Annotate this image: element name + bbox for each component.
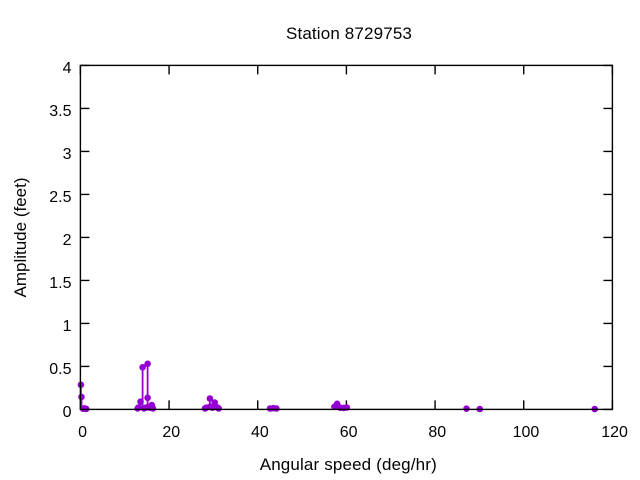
svg-text:120: 120 — [601, 424, 628, 441]
svg-text:2.5: 2.5 — [49, 189, 71, 206]
svg-text:2: 2 — [63, 232, 72, 249]
svg-text:3.5: 3.5 — [49, 103, 71, 120]
svg-text:Station 8729753: Station 8729753 — [286, 24, 412, 43]
svg-text:0: 0 — [78, 424, 87, 441]
svg-text:Amplitude (feet): Amplitude (feet) — [11, 178, 30, 298]
svg-text:80: 80 — [428, 424, 446, 441]
svg-text:3: 3 — [63, 146, 72, 163]
svg-text:0: 0 — [63, 404, 72, 421]
svg-text:0.5: 0.5 — [49, 361, 71, 378]
svg-text:40: 40 — [251, 424, 269, 441]
svg-text:100: 100 — [513, 424, 540, 441]
svg-text:4: 4 — [63, 60, 72, 77]
svg-text:1: 1 — [63, 318, 72, 335]
svg-text:1.5: 1.5 — [49, 275, 71, 292]
svg-text:20: 20 — [162, 424, 180, 441]
svg-text:60: 60 — [340, 424, 358, 441]
svg-text:Angular speed (deg/hr): Angular speed (deg/hr) — [260, 455, 437, 474]
